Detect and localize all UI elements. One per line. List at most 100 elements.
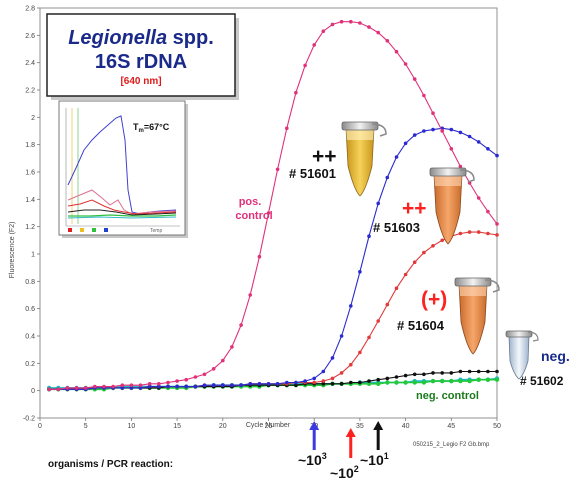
data-point	[403, 62, 408, 66]
data-point	[330, 356, 335, 360]
arrow-blue-icon	[309, 421, 320, 450]
data-point	[358, 380, 362, 385]
data-point	[147, 384, 152, 389]
data-point	[312, 376, 317, 381]
data-point	[394, 155, 399, 159]
data-point	[367, 25, 371, 29]
data-point	[412, 77, 417, 81]
data-point	[221, 358, 225, 363]
data-point	[166, 380, 170, 385]
data-point	[285, 126, 289, 131]
data-point	[403, 373, 408, 378]
data-point	[312, 380, 317, 385]
data-point	[494, 377, 500, 382]
data-point	[440, 129, 445, 133]
data-point	[367, 234, 371, 238]
title-wavelength: [640 nm]	[120, 76, 161, 87]
data-point	[120, 383, 125, 388]
x-tick-label: 10	[128, 423, 136, 430]
x-tick-label: 40	[402, 423, 410, 430]
data-point	[102, 384, 106, 389]
data-point	[422, 250, 426, 255]
data-point	[422, 129, 426, 133]
data-point	[385, 376, 390, 381]
x-tick-label: 50	[493, 423, 501, 430]
data-point	[403, 141, 408, 146]
melting-curve-inset: Tm=67°C Temp	[58, 100, 188, 238]
data-point	[440, 238, 445, 243]
data-point	[412, 380, 417, 385]
data-point	[467, 369, 472, 374]
data-point	[385, 380, 390, 385]
data-point	[202, 372, 207, 377]
x-tick-label: 5	[84, 423, 88, 430]
data-point	[221, 383, 225, 388]
x-tick-label: 25	[265, 423, 273, 430]
data-point	[184, 377, 188, 382]
y-tick-label: 1.4	[25, 197, 35, 204]
data-point	[248, 382, 252, 386]
data-point	[431, 244, 435, 248]
data-point	[339, 334, 344, 338]
data-point	[495, 369, 499, 374]
tm-sub: m	[139, 128, 144, 134]
tube-51604-icon	[454, 277, 500, 355]
data-point	[403, 380, 408, 385]
data-point	[138, 386, 143, 390]
data-point	[294, 380, 298, 385]
data-point	[431, 371, 435, 375]
arrow-black-icon	[373, 421, 384, 450]
data-point	[394, 286, 399, 291]
data-point	[321, 379, 326, 383]
data-point	[495, 153, 499, 158]
data-point	[349, 380, 353, 385]
y-tick-label: 1.8	[25, 142, 35, 149]
y-tick-label: 2.4	[25, 60, 35, 67]
data-point	[486, 147, 490, 151]
tm-label: T	[133, 122, 139, 132]
data-point	[147, 382, 152, 386]
sample-51604-label: # 51604	[397, 318, 445, 333]
data-point	[485, 377, 491, 382]
data-point	[339, 371, 344, 375]
sample-51601-label: # 51601	[289, 166, 336, 181]
data-point	[476, 377, 481, 382]
tube-51601-icon	[341, 121, 387, 197]
data-point	[93, 384, 97, 389]
data-point	[275, 167, 280, 172]
data-point	[257, 382, 262, 386]
sample-51602-label: # 51602	[520, 374, 564, 388]
svg-text:Tm=67°C: Tm=67°C	[133, 122, 170, 134]
y-tick-label: 1.2	[25, 224, 35, 231]
data-point	[166, 384, 170, 389]
data-point	[120, 386, 125, 390]
x-axis-label: Cycle Number	[246, 422, 291, 429]
data-point	[47, 387, 51, 392]
data-point	[430, 378, 436, 384]
data-point	[321, 369, 326, 374]
data-point	[330, 376, 335, 381]
title-target: 16S rDNA	[95, 51, 187, 73]
series-layer	[46, 19, 500, 392]
data-point	[129, 383, 134, 388]
data-point	[275, 382, 280, 386]
data-point	[385, 302, 390, 307]
inset-black-curve	[67, 209, 177, 216]
data-point	[394, 49, 399, 54]
inset-pink-curve	[67, 189, 177, 215]
data-point	[476, 369, 481, 374]
data-point	[467, 134, 472, 139]
title-genus: Legionella	[68, 27, 167, 49]
data-point	[495, 233, 499, 237]
data-point	[321, 382, 326, 386]
title-box: Legionella spp. 16S rDNA [640 nm]	[46, 13, 239, 100]
organisms-label: organisms / PCR reaction:	[48, 459, 173, 470]
data-point	[358, 21, 362, 25]
data-point	[239, 383, 243, 388]
data-point	[376, 30, 381, 35]
data-point	[349, 362, 353, 367]
tm-value: =67°C	[144, 122, 170, 132]
data-point	[184, 384, 188, 389]
data-point	[157, 384, 161, 389]
